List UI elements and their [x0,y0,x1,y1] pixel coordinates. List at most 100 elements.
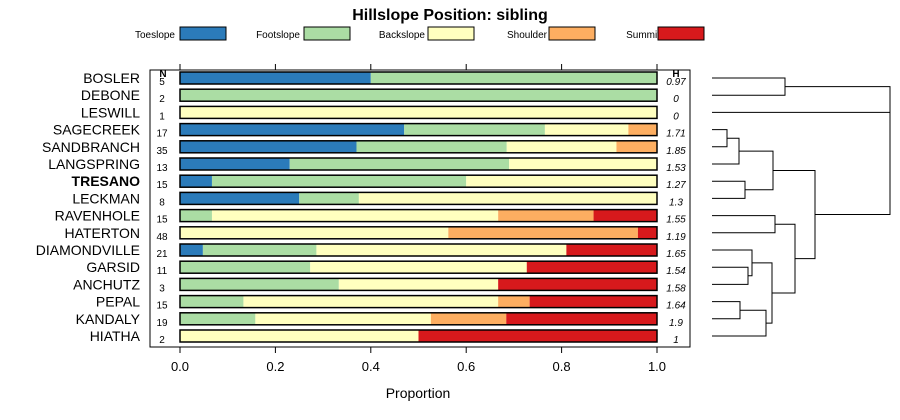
bar-row-leswill: LESWILL 1 0 [81,104,679,122]
x-tick-label: 0.2 [266,359,284,374]
bar-segment-shoulder [430,312,507,325]
dendrogram-branch [712,309,767,337]
x-tick-label: 1.0 [648,359,666,374]
dendrogram-branch [739,150,774,191]
n-value: 15 [156,180,168,191]
legend-label-shoulder: Shoulder [507,30,548,41]
category-label: DEBONE [81,87,140,103]
n-value: 3 [159,283,165,294]
bar-outline [179,312,658,326]
bar-segment-backslope [310,261,527,274]
chart-title: Hillslope Position: sibling [352,7,548,24]
bar-segment-toeslope [180,192,300,205]
h-value: 1.85 [666,146,686,157]
bar-row-tresano: TRESANO 15 1.27 [72,173,687,191]
bar-outline [179,260,658,274]
category-label: HATERTON [65,225,140,241]
bar-outline [179,277,658,292]
n-value: 2 [159,335,165,346]
legend-swatch-summit [657,26,705,41]
bar-segment-toeslope [180,175,212,188]
n-value: 15 [156,215,168,226]
legend-swatch-toeslope [179,26,227,41]
bar-segment-shoulder [498,295,530,308]
h-value: 1.64 [666,301,686,312]
bar-segment-backslope [211,209,499,222]
category-label: LESWILL [81,104,140,120]
x-tick-label: 0.6 [457,359,475,374]
bar-outline [179,226,658,240]
category-label: RAVENHOLE [55,208,140,224]
bar-row-pepal: PEPAL 15 1.64 [96,294,686,312]
n-value: 11 [157,266,168,277]
bar-outline [179,243,658,257]
bar-segment-shoulder [628,123,657,136]
bar-outline [179,122,658,137]
legend-label-backslope: Backslope [379,30,426,41]
bar-segment-footslope [180,295,244,308]
h-value: 1.54 [666,266,686,277]
bar-outline [179,174,658,188]
bar-segment-shoulder [616,140,657,153]
bar-segment-backslope [180,330,419,342]
category-label: SAGECREEK [53,122,141,138]
bar-row-bosler: BOSLER 5 0.97 [83,70,686,88]
bar-row-ravenhole: RAVENHOLE 15 1.55 [55,208,686,226]
bar-segment-toeslope [180,244,203,256]
bar-segment-footslope [289,158,510,170]
bar-segment-footslope [404,123,545,136]
n-value: 48 [156,232,168,243]
bar-segment-summit [526,261,657,274]
category-label: BOSLER [83,70,140,86]
bar-outline [179,140,658,154]
category-label: TRESANO [72,173,141,189]
bar-segment-backslope [180,106,657,119]
h-value: 1.19 [666,232,686,243]
legend-label-footslope: Footslope [256,30,300,41]
bar-row-diamondville: DIAMONDVILLE 21 1.65 [36,242,686,260]
dendrogram-branch [773,169,816,260]
bar-outline [179,157,658,171]
dendrogram-branch [752,262,773,324]
h-column-header: H [672,69,679,80]
bar-row-debone: DEBONE 2 0 [81,87,679,105]
x-axis-title: Proportion [386,385,451,401]
n-value: 21 [156,249,168,260]
legend-label-summit: Summit [626,30,660,41]
legend-label-toeslope: Toeslope [135,30,175,41]
bar-segment-footslope [299,192,359,205]
bar-segment-toeslope [180,140,357,153]
dendrogram-branch [712,77,786,96]
bar-row-langspring: LANGSPRING 13 1.53 [48,156,686,174]
bar-outline [179,191,658,206]
bar-segment-backslope [509,158,657,170]
bar-segment-footslope [356,140,507,153]
bar-row-garsid: GARSID 11 1.54 [86,259,686,277]
category-label: ANCHUTZ [73,276,140,292]
bar-row-sagecreek: SAGECREEK 17 1.71 [53,122,686,140]
category-label: LECKMAN [72,190,140,206]
legend-swatch-backslope [427,26,475,41]
h-value: 0 [673,111,679,122]
bar-segment-footslope [211,175,467,188]
bar-segment-toeslope [180,72,371,84]
bar-segment-backslope [243,295,499,308]
bar-segment-summit [637,226,657,239]
dendrogram-branch [712,180,746,199]
bar-segment-summit [529,295,657,308]
bar-segment-backslope [506,140,617,153]
h-value: 1.65 [666,249,686,260]
n-value: 1 [159,111,165,122]
bar-segment-footslope [180,312,256,325]
bar-segment-backslope [358,192,657,205]
dendrogram-branch [712,129,728,148]
category-label: KANDALY [76,311,141,327]
bar-segment-summit [566,244,657,256]
h-value: 1.71 [666,129,685,140]
n-column-header: N [159,69,166,80]
dendrogram-branch [712,266,749,285]
n-value: 15 [156,301,168,312]
h-value: 0.97 [666,77,686,88]
dendrogram [712,77,891,337]
